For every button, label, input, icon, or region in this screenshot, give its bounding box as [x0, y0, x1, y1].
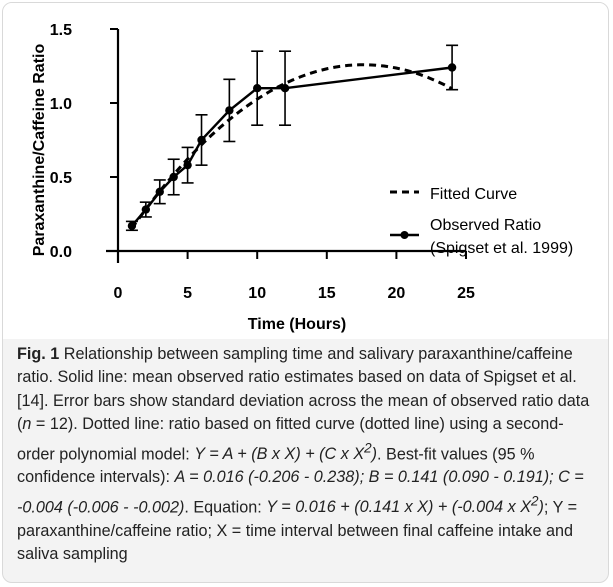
- legend-observed-marker: [400, 231, 409, 239]
- line-chart: 0 5 10 15 20 25 0.0 0.5 1.0 1.5 Time (Hours) Par…: [31, 22, 573, 333]
- x-tick-label: 20: [388, 285, 406, 302]
- caption-model-exponent: 2: [364, 440, 372, 456]
- caption-text-4: . Equation:: [184, 498, 267, 517]
- legend: Fitted Curve Observed Ratio (Spigset et …: [390, 186, 573, 257]
- data-point: [183, 160, 192, 170]
- caption-model-close: ): [371, 445, 378, 464]
- data-point: [127, 221, 137, 231]
- y-tick-label: 0.5: [50, 170, 72, 187]
- x-tick-label: 25: [457, 285, 475, 302]
- caption-n-variable: n: [22, 415, 32, 434]
- y-axis-label: Paraxanthine/Caffeine Ratio: [31, 44, 48, 257]
- caption-text-3: . Best-fit values (95 % confidence inter…: [17, 445, 535, 487]
- data-point: [169, 172, 178, 182]
- chart-area: 0 5 10 15 20 25 0.0 0.5 1.0 1.5 Time (Hours) Par…: [3, 3, 608, 339]
- caption-final-equation: Y = 0.016 + (0.141 x X) + (-0.004 x X2): [266, 494, 544, 517]
- x-axis-ticks: 0 5 10 15 20 25: [114, 251, 475, 302]
- x-tick-label: 0: [114, 285, 123, 302]
- legend-fitted-label: Fitted Curve: [430, 186, 517, 203]
- data-point: [253, 84, 262, 93]
- data-point: [225, 106, 234, 115]
- x-tick-label: 15: [318, 285, 336, 302]
- caption-final-close: ): [538, 498, 544, 517]
- x-tick-label: 5: [183, 285, 192, 302]
- y-tick-label: 1.0: [50, 96, 72, 113]
- caption-best-fit-values: A = 0.016 (-0.206 - 0.238); B = 0.141 (0…: [17, 468, 584, 517]
- fitted-curve-line: [130, 63, 453, 230]
- observed-points: [127, 63, 457, 231]
- caption-model-equation: Y = A + (B x X) + (C x X2): [194, 441, 378, 464]
- legend-observed-label-line1: Observed Ratio: [430, 217, 541, 234]
- y-axis-ticks: 0.0 0.5 1.0 1.5: [50, 22, 118, 261]
- data-point: [447, 63, 457, 72]
- caption-figure-label: Fig. 1: [17, 345, 60, 363]
- caption-final-equation-text: Y = 0.016 + (0.141 x X) + (-0.004 x X: [266, 498, 531, 517]
- caption-model-equation-text: Y = A + (B x X) + (C x X: [194, 445, 365, 464]
- figure-caption: Fig. 1 Relationship between sampling tim…: [17, 343, 601, 566]
- data-point: [155, 187, 164, 196]
- y-tick-label: 0.0: [50, 244, 72, 261]
- observed-ratio-line: [130, 66, 453, 227]
- caption-final-exponent: 2: [531, 493, 539, 509]
- caption-text-2: = 12). Dotted line: ratio based on fitte…: [17, 415, 564, 464]
- data-point: [280, 84, 290, 93]
- caption-text-5: ; Y = paraxanthine/caffeine ratio; X = t…: [17, 498, 578, 564]
- legend-observed-label-line2: (Spigset et al. 1999): [430, 240, 573, 257]
- data-point: [197, 135, 206, 145]
- x-axis-label: Time (Hours): [248, 316, 346, 333]
- y-tick-label: 1.5: [50, 22, 72, 39]
- caption-text-1: Relationship between sampling time and s…: [17, 345, 590, 434]
- data-point: [141, 205, 151, 214]
- x-tick-label: 10: [248, 285, 266, 302]
- axes: [106, 29, 466, 263]
